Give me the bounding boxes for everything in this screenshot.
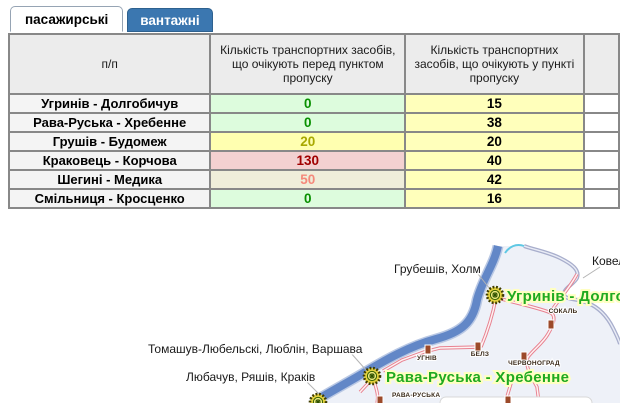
waiting-at-value: 15: [404, 93, 585, 114]
checkpoint-marker-rava[interactable]: [362, 366, 382, 386]
direction-label-lyubachuv: Любачув, Ряшів, Краків: [186, 370, 315, 384]
header-checkpoint: п/п: [7, 33, 212, 95]
checkpoint-map[interactable]: Грубешів, Холм Ковель Томашув-Любельскі,…: [0, 240, 620, 403]
table-row: Шегині - Медика 50 42: [7, 169, 620, 190]
direction-label-hrubeshiv: Грубешів, Холм: [394, 262, 481, 276]
waiting-at-value: 16: [404, 188, 585, 209]
checkpoint-name: Угринів - Долгобичув: [7, 93, 212, 114]
table-row: Грушів - Будомеж 20 20: [7, 131, 620, 152]
table-row: Угринів - Долгобичув 0 15: [7, 93, 620, 114]
wait-times-table: п/п Кількість транспортних засобів, що о…: [7, 33, 620, 209]
town-marker-belz: [474, 341, 482, 352]
checkpoint-name: Грушів - Будомеж: [7, 131, 212, 152]
checkpoint-marker-clipped[interactable]: [308, 392, 328, 403]
waiting-before-value: 0: [209, 112, 407, 133]
waiting-at-value: 42: [404, 169, 585, 190]
map-label-connectors: [303, 266, 601, 397]
map-clipped-label-box: [439, 396, 593, 403]
waiting-before-value: 50: [209, 169, 407, 190]
checkpoint-label-rava[interactable]: Рава-Руська - Хребенне: [384, 367, 571, 388]
header-extra-clipped: [582, 33, 620, 95]
table-row: Рава-Руська - Хребенне 0 38: [7, 112, 620, 133]
checkpoint-label-uhryniv[interactable]: Угринів - Долгобичув: [505, 286, 620, 307]
town-marker-uhniv: [424, 344, 432, 355]
waiting-at-value: 38: [404, 112, 585, 133]
map-stream: [504, 243, 525, 254]
waiting-at-value: 40: [404, 150, 585, 171]
extra-cell: [582, 169, 620, 190]
table-row: Смільниця - Кросценко 0 16: [7, 188, 620, 209]
town-label-belz: БЕЛЗ: [471, 351, 489, 358]
town-marker-south: [504, 395, 512, 403]
checkpoint-name: Смільниця - Кросценко: [7, 188, 212, 209]
town-label-chervonohrad: ЧЕРВОНОГРАД: [508, 360, 560, 367]
waiting-at-value: 20: [404, 131, 585, 152]
waiting-before-value: 0: [209, 93, 407, 114]
waiting-before-value: 20: [209, 131, 407, 152]
direction-label-tomashuv: Томашув-Любельскі, Люблін, Варшава: [148, 342, 363, 356]
town-marker-sokal: [547, 319, 555, 330]
town-label-uhniv: УГНІВ: [417, 355, 437, 362]
map-river-core: [309, 245, 502, 403]
tab-cargo[interactable]: вантажні: [127, 8, 213, 32]
direction-label-kovel: Ковель: [592, 254, 620, 268]
table-row: Краковець - Корчова 130 40: [7, 150, 620, 171]
header-waiting-at: Кількість транспортних засобів, що очіку…: [404, 33, 585, 95]
town-label-rava: РАВА-РУСЬКА: [392, 392, 440, 399]
table-header-row: п/п Кількість транспортних засобів, що о…: [7, 33, 620, 95]
extra-cell: [582, 112, 620, 133]
checkpoint-marker-uhryniv[interactable]: [485, 285, 505, 305]
tab-passenger[interactable]: пасажирські: [10, 6, 124, 32]
extra-cell: [582, 131, 620, 152]
checkpoint-name: Шегині - Медика: [7, 169, 212, 190]
checkpoint-name: Рава-Руська - Хребенне: [7, 112, 212, 133]
waiting-before-value: 0: [209, 188, 407, 209]
tab-bar: пасажирські вантажні: [10, 6, 213, 32]
waiting-before-value: 130: [209, 150, 407, 171]
extra-cell: [582, 188, 620, 209]
header-waiting-before: Кількість транспортних засобів, що очіку…: [209, 33, 407, 95]
town-marker-rava: [376, 395, 384, 403]
extra-cell: [582, 93, 620, 114]
extra-cell: [582, 150, 620, 171]
checkpoint-name: Краковець - Корчова: [7, 150, 212, 171]
town-label-sokal: СОКАЛЬ: [549, 308, 578, 315]
